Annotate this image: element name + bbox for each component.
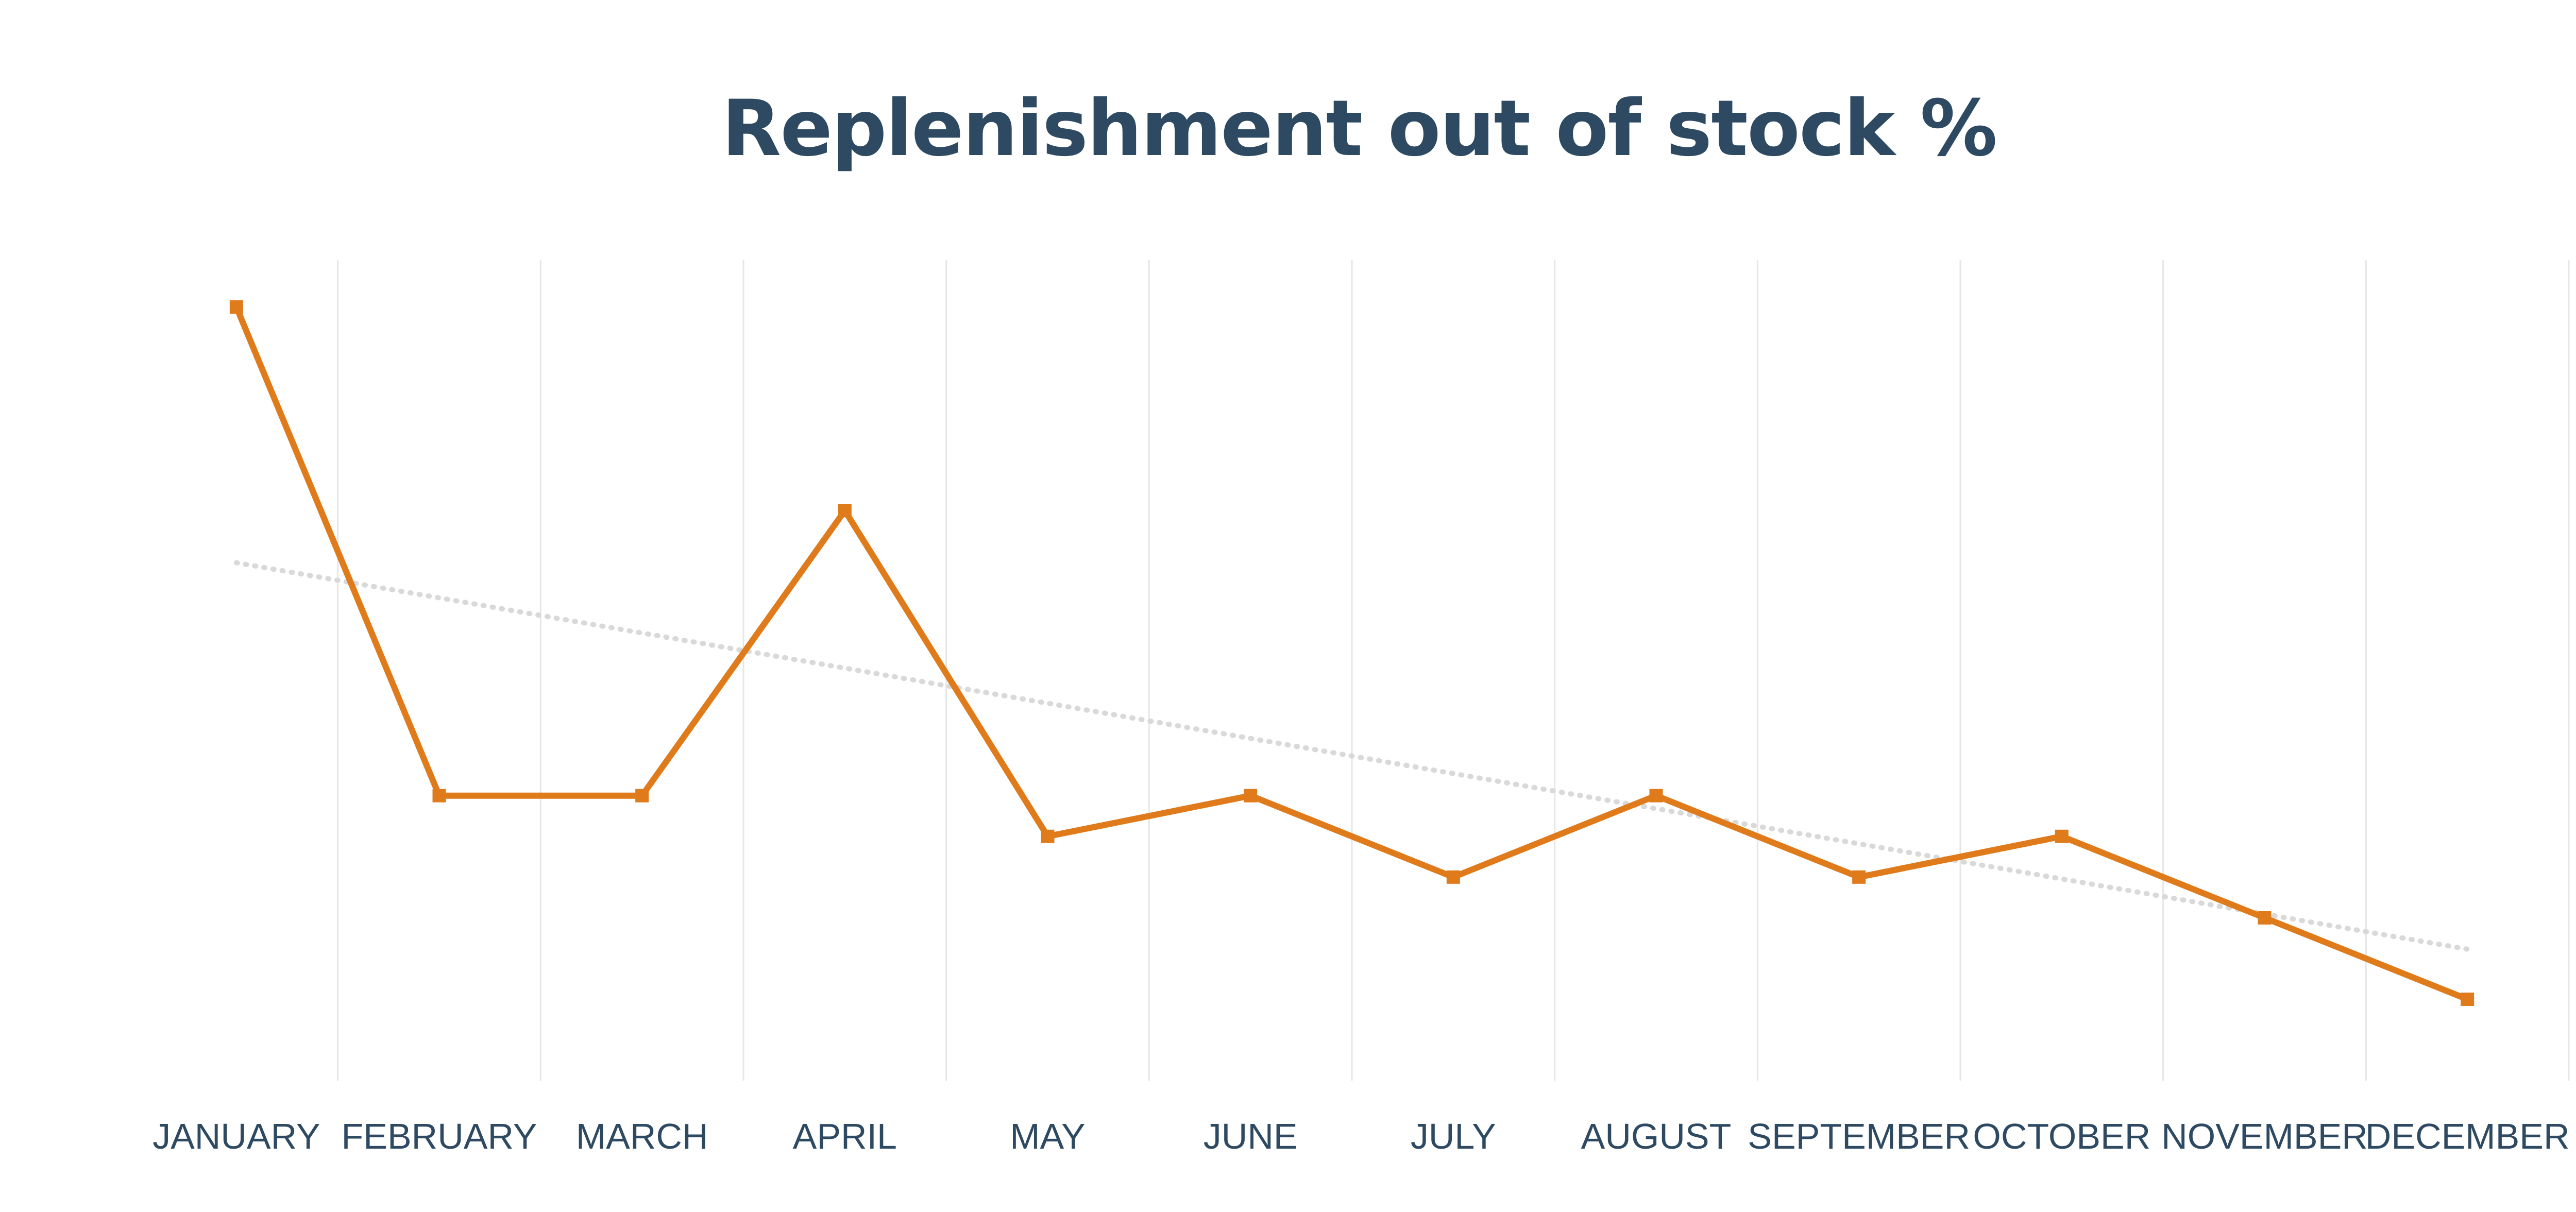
series-line [233, 305, 2469, 1002]
data-point-marker [229, 300, 243, 314]
data-point-marker [2461, 993, 2475, 1006]
data-point-marker [838, 504, 852, 518]
x-tick-label: AUGUST [1581, 1116, 1732, 1156]
data-point-marker [1244, 789, 1258, 803]
x-tick-label: NOVEMBER [2161, 1116, 2368, 1156]
data-point-marker [1446, 870, 1460, 884]
data-point-marker [635, 789, 649, 803]
series-layer [229, 300, 2475, 1006]
trendline [233, 560, 2470, 952]
data-point-marker [1649, 789, 1663, 803]
x-tick-label: JULY [1411, 1116, 1496, 1156]
data-point-marker [1041, 829, 1055, 843]
category-labels: JANUARY FEBRUARY MARCH APRIL MAY JUNE JULY AUGU… [152, 1116, 2569, 1156]
x-tick-label: JUNE [1204, 1116, 1298, 1156]
chart-title: Replenishment out of stock % [721, 84, 1997, 174]
x-tick-label: OCTOBER [1973, 1116, 2150, 1156]
data-point-marker [2258, 911, 2272, 925]
x-tick-label: FEBRUARY [342, 1116, 537, 1156]
data-point-marker [1852, 870, 1866, 884]
x-tick-label: MARCH [576, 1116, 708, 1156]
x-tick-label: SEPTEMBER [1748, 1116, 1970, 1156]
x-tick-label: DECEMBER [2365, 1116, 2570, 1156]
data-point-marker [432, 789, 446, 803]
trendline-layer [233, 560, 2470, 952]
data-point-marker [2055, 829, 2069, 843]
x-tick-label: MAY [1010, 1116, 1086, 1156]
x-tick-label: JANUARY [152, 1116, 320, 1156]
gridlines [337, 260, 2570, 1081]
x-tick-label: APRIL [793, 1116, 897, 1156]
